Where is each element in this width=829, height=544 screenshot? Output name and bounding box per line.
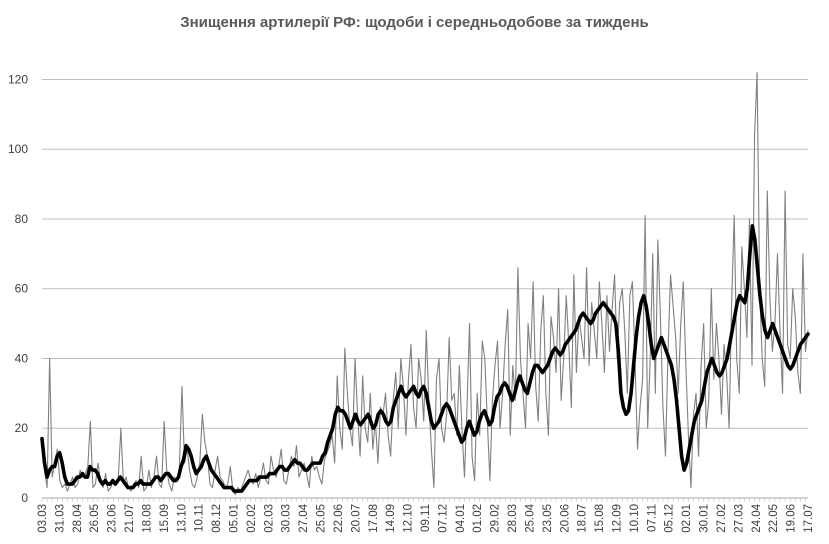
series-group <box>40 71 810 496</box>
x-tick-label: 09.11 <box>420 504 432 532</box>
x-tick-label: 02.03 <box>263 504 275 533</box>
x-tick-label: 25.04 <box>524 503 536 532</box>
y-tick-label: 60 <box>15 282 29 296</box>
x-tick-label: 07.12 <box>437 504 449 533</box>
x-tick-label: 18.07 <box>577 504 589 533</box>
x-tick-label: 05.01 <box>229 504 241 533</box>
x-tick-label: 28.04 <box>72 503 84 532</box>
x-tick-label: 26.05 <box>89 504 101 533</box>
x-tick-label: 28.03 <box>507 504 519 533</box>
x-tick-label: 27.03 <box>733 504 745 533</box>
x-tick-label: 29.02 <box>490 504 502 533</box>
x-tick-label: 23.05 <box>542 504 554 533</box>
daily-series-line <box>41 71 809 496</box>
x-axis-ticks: 03.03 31.03 28.04 26.05 23.06 21.07 18.08 15.09… <box>37 498 815 533</box>
y-tick-label: 120 <box>8 72 28 86</box>
x-tick-label: 12.10 <box>403 504 415 533</box>
x-tick-label: 03.03 <box>37 504 49 533</box>
x-tick-label: 12.09 <box>612 504 624 533</box>
x-tick-label: 27.02 <box>716 504 728 533</box>
weekly-average-series-line <box>40 224 810 493</box>
y-tick-label: 80 <box>15 212 29 226</box>
x-tick-label: 20.06 <box>559 504 571 533</box>
x-tick-label: 30.03 <box>281 504 293 533</box>
x-tick-label: 15.09 <box>159 504 171 533</box>
x-tick-label: 20.07 <box>350 504 362 533</box>
x-tick-label: 13.10 <box>176 504 188 533</box>
x-tick-label: 23.06 <box>107 504 119 533</box>
x-tick-label: 21.07 <box>124 504 136 533</box>
y-tick-label: 20 <box>15 421 29 435</box>
x-tick-label: 31.03 <box>54 504 66 533</box>
y-axis-ticks: 0 20 40 60 80 100 120 <box>8 72 28 505</box>
x-tick-label: 17.08 <box>368 504 380 533</box>
x-tick-label: 22.05 <box>768 504 780 533</box>
x-tick-label: 17.07 <box>803 504 815 533</box>
x-tick-label: 01.02 <box>472 504 484 533</box>
x-tick-label: 02.01 <box>681 504 693 533</box>
y-tick-label: 100 <box>8 142 28 156</box>
x-tick-label: 30.01 <box>699 504 711 533</box>
x-tick-label: 24.04 <box>751 503 763 532</box>
x-tick-label: 22.06 <box>333 504 345 533</box>
x-tick-label: 02.02 <box>246 504 258 533</box>
x-tick-label: 25.05 <box>316 504 328 533</box>
x-tick-label: 15.08 <box>594 504 606 533</box>
chart-title: Знищення артилерії РФ: щодоби і середньо… <box>180 14 649 31</box>
x-tick-label: 05.12 <box>664 504 676 533</box>
y-tick-label: 0 <box>21 491 28 505</box>
x-tick-label: 27.04 <box>298 503 310 532</box>
x-tick-label: 10.10 <box>629 504 641 533</box>
y-tick-label: 40 <box>15 351 29 365</box>
x-tick-label: 18.08 <box>141 504 153 533</box>
x-tick-label: 14.09 <box>385 504 397 533</box>
x-tick-label: 19.06 <box>786 504 798 533</box>
x-tick-label: 08.12 <box>211 504 223 533</box>
x-tick-label: 10.11 <box>194 504 206 532</box>
x-tick-label: 07.11 <box>646 504 658 532</box>
x-tick-label: 04.01 <box>455 504 467 533</box>
